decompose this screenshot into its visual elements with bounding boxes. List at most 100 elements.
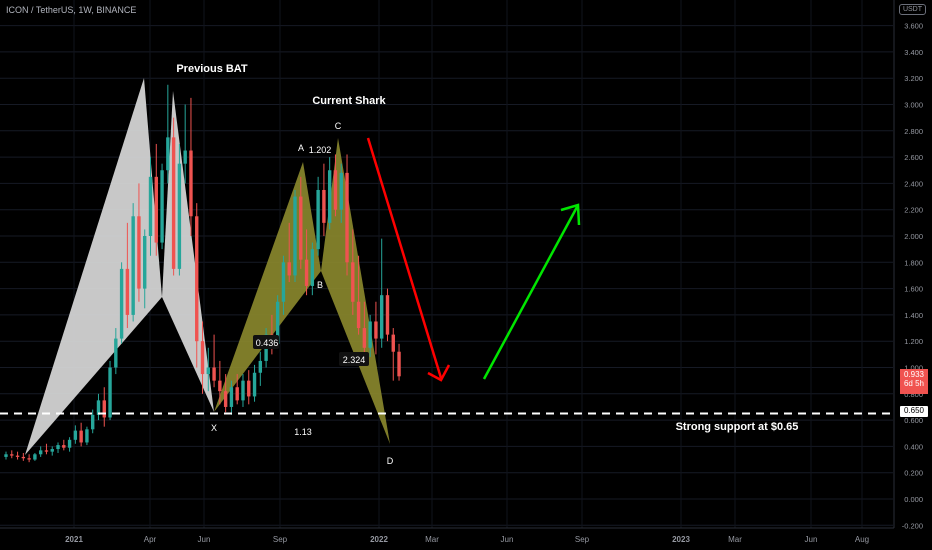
candle-body (356, 301, 361, 329)
candle-body (362, 328, 367, 348)
candle-body (385, 295, 390, 335)
candle-body (27, 458, 31, 460)
x-tick-label: Sep (575, 535, 590, 544)
y-tick-label: 3.200 (904, 74, 923, 83)
y-tick-label: -0.200 (902, 521, 923, 530)
candle-body (114, 338, 118, 368)
candle-body (73, 430, 78, 440)
candle-body (102, 400, 106, 418)
green-up-arrow-head (560, 203, 581, 226)
candle-body (397, 351, 401, 377)
candle-body (96, 400, 101, 415)
y-tick-label: 0.200 (904, 469, 923, 478)
candle-body (166, 137, 170, 171)
currency-badge[interactable]: USDT (898, 4, 926, 15)
point-d-label: D (387, 456, 394, 466)
candle-body (339, 172, 343, 210)
candle-body (148, 176, 153, 236)
candle-countdown: 6d 5h (903, 379, 925, 388)
candle-body (218, 380, 222, 392)
current-shark-label: Current Shark (312, 95, 386, 107)
ratio-ab-label: 1.202 (309, 145, 332, 155)
candle-body (206, 367, 210, 375)
y-tick-label: 1.800 (904, 258, 923, 267)
candle-body (183, 150, 187, 164)
candle-body (275, 301, 280, 344)
candle-body (212, 367, 216, 381)
current-price-value: 0.933 (903, 370, 925, 379)
candle-body (10, 454, 14, 456)
ratio-bc-box (339, 352, 369, 366)
bat-wing-left (25, 78, 162, 455)
y-tick-label: 3.600 (904, 22, 923, 31)
candle-body (143, 236, 147, 289)
candle-body (67, 439, 72, 448)
y-tick-label: 2.000 (904, 232, 923, 241)
candle-body (85, 429, 89, 443)
x-tick-label: Jun (198, 535, 211, 544)
support-price-tag: 0.650 (900, 406, 928, 417)
candle-body (304, 259, 309, 286)
y-tick-label: 0.000 (904, 495, 923, 504)
x-tick-label: Jun (805, 535, 818, 544)
x-tick-label: 2021 (65, 535, 83, 544)
candle-body (154, 176, 158, 243)
x-tick-label: Mar (425, 535, 439, 544)
x-tick-label: 2022 (370, 535, 388, 544)
y-tick-label: 2.600 (904, 153, 923, 162)
symbol-title: ICON / TetherUS, 1W, BINANCE (6, 5, 137, 15)
candle-body (258, 360, 263, 373)
y-tick-label: 1.200 (904, 337, 923, 346)
candle-body (91, 414, 95, 430)
current-price-tag: 0.933 6d 5h (900, 369, 928, 394)
candle-body (137, 216, 141, 289)
y-tick-label: 1.000 (904, 364, 923, 373)
y-tick-label: 0.600 (904, 416, 923, 425)
y-tick-label: 0.400 (904, 442, 923, 451)
ratio-xb-label: 0.436 (256, 338, 279, 348)
x-tick-label: Sep (273, 535, 288, 544)
candle-body (293, 196, 297, 276)
candle-body (108, 367, 112, 418)
candle-body (15, 455, 20, 457)
candle-body (131, 216, 135, 315)
candle-body (119, 268, 124, 339)
candle-body (333, 170, 338, 210)
x-tick-label: Apr (144, 535, 157, 544)
candle-body (299, 196, 303, 260)
x-tick-label: 2023 (672, 535, 690, 544)
bat-wing-right (162, 91, 214, 412)
point-c-label: C (335, 121, 342, 131)
candle-body (368, 321, 372, 348)
candle-body (189, 150, 193, 217)
candle-body (327, 170, 332, 223)
y-tick-label: 2.400 (904, 179, 923, 188)
candle-body (247, 380, 251, 397)
green-up-arrow-shaft (482, 206, 579, 380)
y-tick-label: 2.800 (904, 127, 923, 136)
previous-bat-label: Previous BAT (176, 63, 248, 75)
candle-body (160, 170, 164, 243)
projection-arrows (366, 137, 581, 382)
candle-body (33, 454, 37, 460)
red-down-arrow-head (427, 364, 451, 382)
candle-body (50, 449, 54, 452)
candle-body (38, 450, 43, 455)
candle-body (322, 189, 326, 223)
candle-body (4, 454, 8, 457)
candle-body (310, 249, 315, 286)
candle-body (241, 380, 245, 401)
y-tick-label: 0.800 (904, 390, 923, 399)
point-b-label: B (317, 280, 323, 290)
y-tick-label: 3.000 (904, 101, 923, 110)
candle-body (56, 445, 60, 450)
candle-body (281, 262, 286, 302)
candle-body (177, 163, 182, 269)
ratio-xb-box (253, 335, 279, 349)
x-tick-label: Jun (501, 535, 514, 544)
candle-series (4, 84, 401, 463)
shark-wing-left (214, 162, 321, 412)
candle-body (316, 189, 320, 250)
x-tick-label: Mar (728, 535, 742, 544)
